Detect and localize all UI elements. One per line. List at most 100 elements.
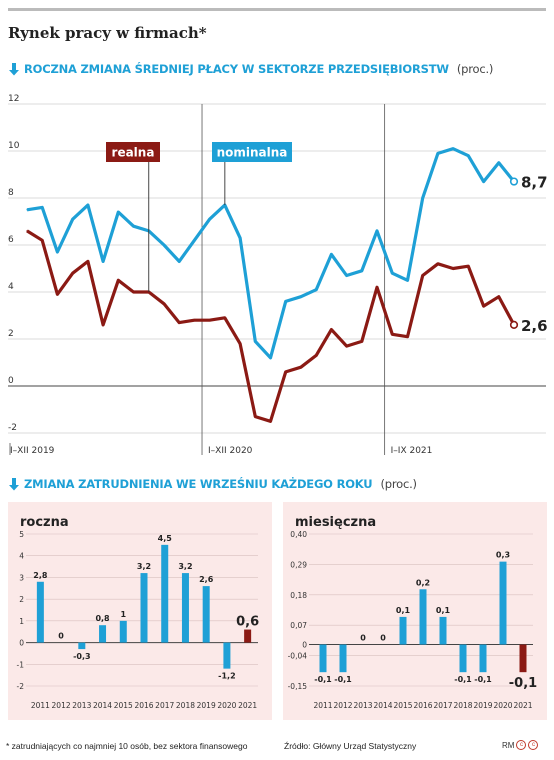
bar xyxy=(399,616,407,645)
source-note: Źródło: Główny Urząd Statystyczny xyxy=(284,741,417,751)
period-label: I–XII 2019 xyxy=(10,446,55,456)
data-point xyxy=(285,300,287,302)
data-point xyxy=(178,260,180,263)
end-value-label: 8,7 xyxy=(521,174,548,192)
bar xyxy=(78,642,86,650)
data-point xyxy=(239,343,241,345)
x-tick-label: 2016 xyxy=(134,701,153,710)
data-point xyxy=(178,321,180,324)
data-point xyxy=(132,291,135,293)
y-tick-label: 0,18 xyxy=(290,591,307,600)
top-rule xyxy=(8,8,546,11)
data-label: 1 xyxy=(120,610,126,619)
data-label: -0,1 xyxy=(474,675,492,684)
data-label: -0,1 xyxy=(314,675,332,684)
data-point xyxy=(193,319,196,321)
data-label: 3,2 xyxy=(137,562,151,571)
author-mark: RM c c xyxy=(502,740,539,750)
y-tick-label: 1 xyxy=(19,617,24,626)
data-point xyxy=(482,180,485,183)
bar xyxy=(419,589,427,645)
series-line-nominalna xyxy=(26,147,516,360)
bar xyxy=(244,629,252,643)
series-line-realna xyxy=(26,229,516,423)
data-point xyxy=(41,239,43,241)
data-point xyxy=(422,197,424,199)
x-tick-label: 2015 xyxy=(393,701,412,710)
y-tick-label: 0 xyxy=(302,641,307,650)
y-tick-label: 12 xyxy=(8,94,19,104)
y-tick-label: 8 xyxy=(8,188,14,198)
y-tick-label: 2 xyxy=(8,329,14,339)
monthly-bar-chart: miesięczna -0,15 -0,04 0 0,07 0,18 0,29 0,40 -0,… xyxy=(288,515,538,710)
data-label: 4,5 xyxy=(158,534,173,543)
bar xyxy=(479,644,487,673)
data-point xyxy=(26,209,28,211)
data-point xyxy=(482,305,485,307)
data-point xyxy=(467,265,469,267)
data-point xyxy=(254,415,256,418)
annual-panel: roczna -2 -1 0 1 2 3 4 5 2,8 2011 0 2012 -0,3 2013 0,8 2… xyxy=(8,502,272,720)
bar xyxy=(140,573,148,643)
y-tick-label: 10 xyxy=(8,141,20,151)
data-point xyxy=(254,340,256,342)
data-point xyxy=(422,274,424,277)
monthly-panel: miesięczna -0,15 -0,04 0 0,07 0,18 0,29 0,40 -0,… xyxy=(283,502,547,720)
x-tick-label: 2016 xyxy=(413,701,432,710)
data-point xyxy=(209,319,211,321)
x-tick-label: 2017 xyxy=(433,701,452,710)
data-point xyxy=(209,218,211,220)
data-point xyxy=(239,237,241,239)
end-marker xyxy=(509,177,519,186)
data-label: 2,8 xyxy=(33,571,48,580)
bar xyxy=(223,642,231,669)
data-point xyxy=(376,230,378,232)
data-point xyxy=(467,155,469,157)
data-label: 0,3 xyxy=(496,551,510,560)
data-point xyxy=(269,420,272,422)
data-label: -0,1 xyxy=(334,675,352,684)
data-label: 2,6 xyxy=(199,575,214,584)
data-point xyxy=(163,244,165,246)
data-label: 0 xyxy=(380,634,386,643)
x-tick-label: 2020 xyxy=(493,701,512,710)
x-tick-label: 2020 xyxy=(217,701,236,710)
data-point xyxy=(452,148,454,150)
data-point xyxy=(41,206,43,208)
section-wages-unit: (proc.) xyxy=(456,62,494,76)
data-label: 0,1 xyxy=(396,606,411,615)
data-point xyxy=(56,251,59,253)
data-point xyxy=(269,357,272,359)
data-point xyxy=(361,270,363,272)
data-label: -0,1 xyxy=(454,675,472,684)
data-point xyxy=(345,345,348,347)
period-label: I–IX 2021 xyxy=(391,446,433,456)
data-label: -0,3 xyxy=(73,652,91,661)
x-tick-label: 2017 xyxy=(155,701,174,710)
data-point xyxy=(452,267,454,270)
section-wages-title: ROCZNA ZMIANA ŚREDNIEJ PŁACY W SEKTORZE … xyxy=(24,62,449,76)
legend-label: realna xyxy=(112,146,155,160)
x-tick-label: 2018 xyxy=(453,701,472,710)
x-tick-label: 2013 xyxy=(72,701,91,710)
bar xyxy=(519,644,527,673)
y-tick-label: 4 xyxy=(19,552,24,561)
bar xyxy=(459,644,467,673)
x-tick-label: 2014 xyxy=(373,701,392,710)
end-value-label: 2,6 xyxy=(521,317,548,335)
x-tick-label: 2013 xyxy=(353,701,372,710)
data-point xyxy=(87,204,89,206)
data-point xyxy=(132,225,135,227)
down-arrow-icon xyxy=(9,62,19,75)
data-point xyxy=(498,162,500,164)
y-tick-label: -1 xyxy=(17,660,25,669)
annual-bar-chart: roczna -2 -1 0 1 2 3 4 5 2,8 2011 0 2012 -0,3 2013 0,8 2… xyxy=(17,515,260,710)
bar xyxy=(499,561,507,645)
section-employment-title: ZMIANA ZATRUDNIENIA WE WRZEŚNIU KAŻDEGO … xyxy=(24,477,373,491)
data-point xyxy=(330,253,332,255)
data-point xyxy=(26,230,28,232)
legend-label: nominalna xyxy=(217,146,288,160)
data-point xyxy=(224,317,226,319)
data-point xyxy=(437,152,439,154)
data-point xyxy=(406,336,409,338)
